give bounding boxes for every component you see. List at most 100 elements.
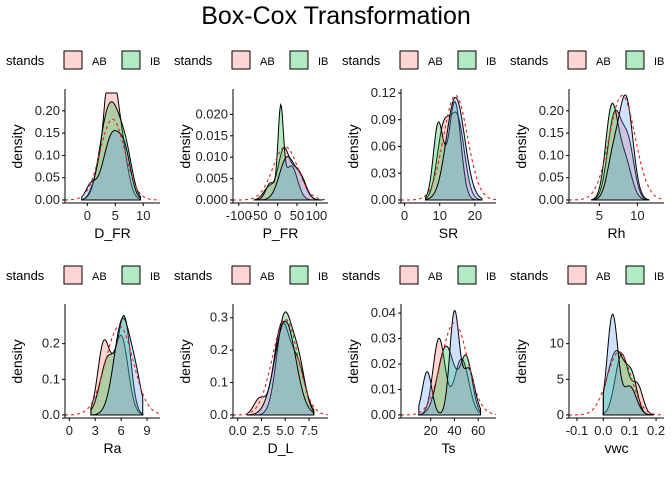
density-area-series-1 — [418, 337, 482, 416]
legend-key-IB — [625, 50, 645, 70]
chart-svg: stands AB IB 0.0 0.1 0.2 0 3 6 9 Ra density — [6, 265, 160, 456]
x-axis-label: D_L — [268, 440, 294, 456]
legend: stands AB IB — [6, 50, 160, 70]
y-axis-label: density — [513, 339, 529, 383]
y-tick-label: 0.05 — [35, 170, 60, 185]
legend-label: IB — [486, 271, 496, 283]
legend: stands AB IB — [174, 50, 328, 70]
x-axis-label: SR — [439, 225, 458, 241]
legend-title: stands — [510, 53, 549, 68]
y-tick-label: 0.03 — [371, 165, 396, 180]
x-axis-label: D_FR — [94, 225, 131, 241]
x-tick-label: 7.5 — [300, 423, 318, 438]
legend: stands AB IB — [510, 265, 664, 285]
legend-label: AB — [260, 56, 275, 68]
y-axis-label: density — [177, 339, 193, 383]
legend-title: stands — [342, 268, 381, 283]
x-axis-label: Ts — [442, 440, 456, 456]
y-tick-label: 0.010 — [195, 149, 228, 164]
chart-panel-vwc: stands AB IB 0 5 10 -0.1 0.0 0.1 0.2 vwc density — [504, 250, 672, 465]
chart-svg: stands AB IB 0.000 0.005 0.010 0.015 0.020 -100-… — [174, 50, 329, 241]
legend-key-IB — [121, 265, 141, 285]
legend-key-IB — [121, 50, 141, 70]
chart-svg: stands AB IB 0.00 0.05 0.10 0.15 0.20 5 10 Rh densi… — [510, 50, 665, 241]
y-axis-label: density — [345, 124, 361, 168]
legend: stands AB IB — [6, 265, 160, 285]
legend-label: AB — [428, 56, 443, 68]
legend-title: stands — [6, 53, 45, 68]
y-tick-label: 0.020 — [195, 106, 228, 121]
legend-title: stands — [174, 53, 213, 68]
legend-key-AB — [231, 265, 251, 285]
normal-curve — [64, 118, 161, 201]
y-tick-label: 0.10 — [35, 147, 60, 162]
legend-label: AB — [92, 271, 107, 283]
chart-panel-ts: stands AB IB 0.00 0.01 0.02 0.03 0.04 20 40 60 Ts de… — [336, 250, 504, 465]
density-area-series-1 — [602, 353, 654, 416]
legend-key-IB — [457, 265, 477, 285]
density-area-series-3 — [602, 313, 654, 416]
x-tick-label: 5 — [596, 208, 603, 223]
x-axis-label: Ra — [104, 440, 122, 456]
x-tick-label: 0.2 — [647, 423, 665, 438]
legend-label: IB — [318, 271, 328, 283]
chart-panel-p-fr: stands AB IB 0.000 0.005 0.010 0.015 0.020 -100-… — [168, 35, 336, 250]
y-tick-label: 0.2 — [210, 342, 228, 357]
legend-label: AB — [596, 56, 611, 68]
y-tick-label: 0.1 — [42, 371, 60, 386]
x-tick-label: -0.1 — [566, 423, 588, 438]
chart-panel-ra: stands AB IB 0.0 0.1 0.2 0 3 6 9 Ra density — [0, 250, 168, 465]
legend-key-IB — [289, 50, 309, 70]
chart-svg: stands AB IB 0.0 0.1 0.2 0.3 0.0 2.5 5.0 7.5 D_L den… — [174, 265, 328, 456]
legend-key-AB — [63, 50, 83, 70]
x-tick-label: 40 — [447, 423, 461, 438]
x-tick-label: 0 — [66, 423, 73, 438]
legend-key-AB — [399, 265, 419, 285]
normal-curve — [233, 146, 329, 201]
x-tick-label: 60 — [471, 423, 485, 438]
x-tick-label: 10 — [136, 208, 150, 223]
y-tick-label: 0.005 — [195, 171, 228, 186]
chart-panel-d-fr: stands AB IB 0.00 0.05 0.10 0.15 0.20 0 5 10 D_FR de… — [0, 35, 168, 250]
legend-label: IB — [150, 271, 160, 283]
legend-label: IB — [654, 271, 664, 283]
density-area-series-3 — [591, 94, 650, 201]
legend-key-IB — [457, 50, 477, 70]
y-tick-label: 0.00 — [35, 192, 60, 207]
chart-svg: stands AB IB 0.00 0.01 0.02 0.03 0.04 20 40 60 Ts de… — [342, 265, 496, 456]
y-tick-label: 0.0 — [210, 407, 228, 422]
legend: stands AB IB — [342, 50, 496, 70]
y-tick-label: 0.20 — [539, 103, 564, 118]
y-tick-label: 0.000 — [195, 192, 228, 207]
y-tick-label: 0.10 — [539, 147, 564, 162]
y-tick-label: 0.20 — [35, 103, 60, 118]
x-tick-label: 3 — [92, 423, 99, 438]
legend-label: AB — [596, 271, 611, 283]
x-tick-label: 0.0 — [594, 423, 612, 438]
y-tick-label: 0.00 — [371, 192, 396, 207]
y-tick-label: 0.2 — [42, 336, 60, 351]
x-axis-label: P_FR — [263, 225, 299, 241]
legend-title: stands — [342, 53, 381, 68]
legend-label: AB — [260, 271, 275, 283]
legend: stands AB IB — [510, 50, 664, 70]
x-tick-label: 20 — [468, 208, 482, 223]
y-tick-label: 0.0 — [42, 407, 60, 422]
legend-key-IB — [289, 265, 309, 285]
chart-svg: stands AB IB 0 5 10 -0.1 0.0 0.1 0.2 vwc density — [510, 265, 665, 456]
y-tick-label: 5 — [557, 371, 564, 386]
legend-label: IB — [318, 56, 328, 68]
y-tick-label: 0.01 — [371, 382, 396, 397]
legend-key-AB — [231, 50, 251, 70]
y-tick-label: 0 — [557, 407, 564, 422]
legend-title: stands — [510, 268, 549, 283]
x-tick-label: 5.0 — [276, 423, 294, 438]
y-tick-label: 10 — [550, 336, 564, 351]
legend-label: AB — [428, 271, 443, 283]
legend-key-AB — [567, 50, 587, 70]
page-title: Box-Cox Transformation — [201, 2, 471, 30]
normal-curve — [568, 94, 665, 201]
chart-panel-d-l: stands AB IB 0.0 0.1 0.2 0.3 0.0 2.5 5.0 7.5 D_L den… — [168, 250, 336, 465]
y-tick-label: 0.12 — [371, 85, 396, 100]
y-tick-label: 0.1 — [210, 375, 228, 390]
